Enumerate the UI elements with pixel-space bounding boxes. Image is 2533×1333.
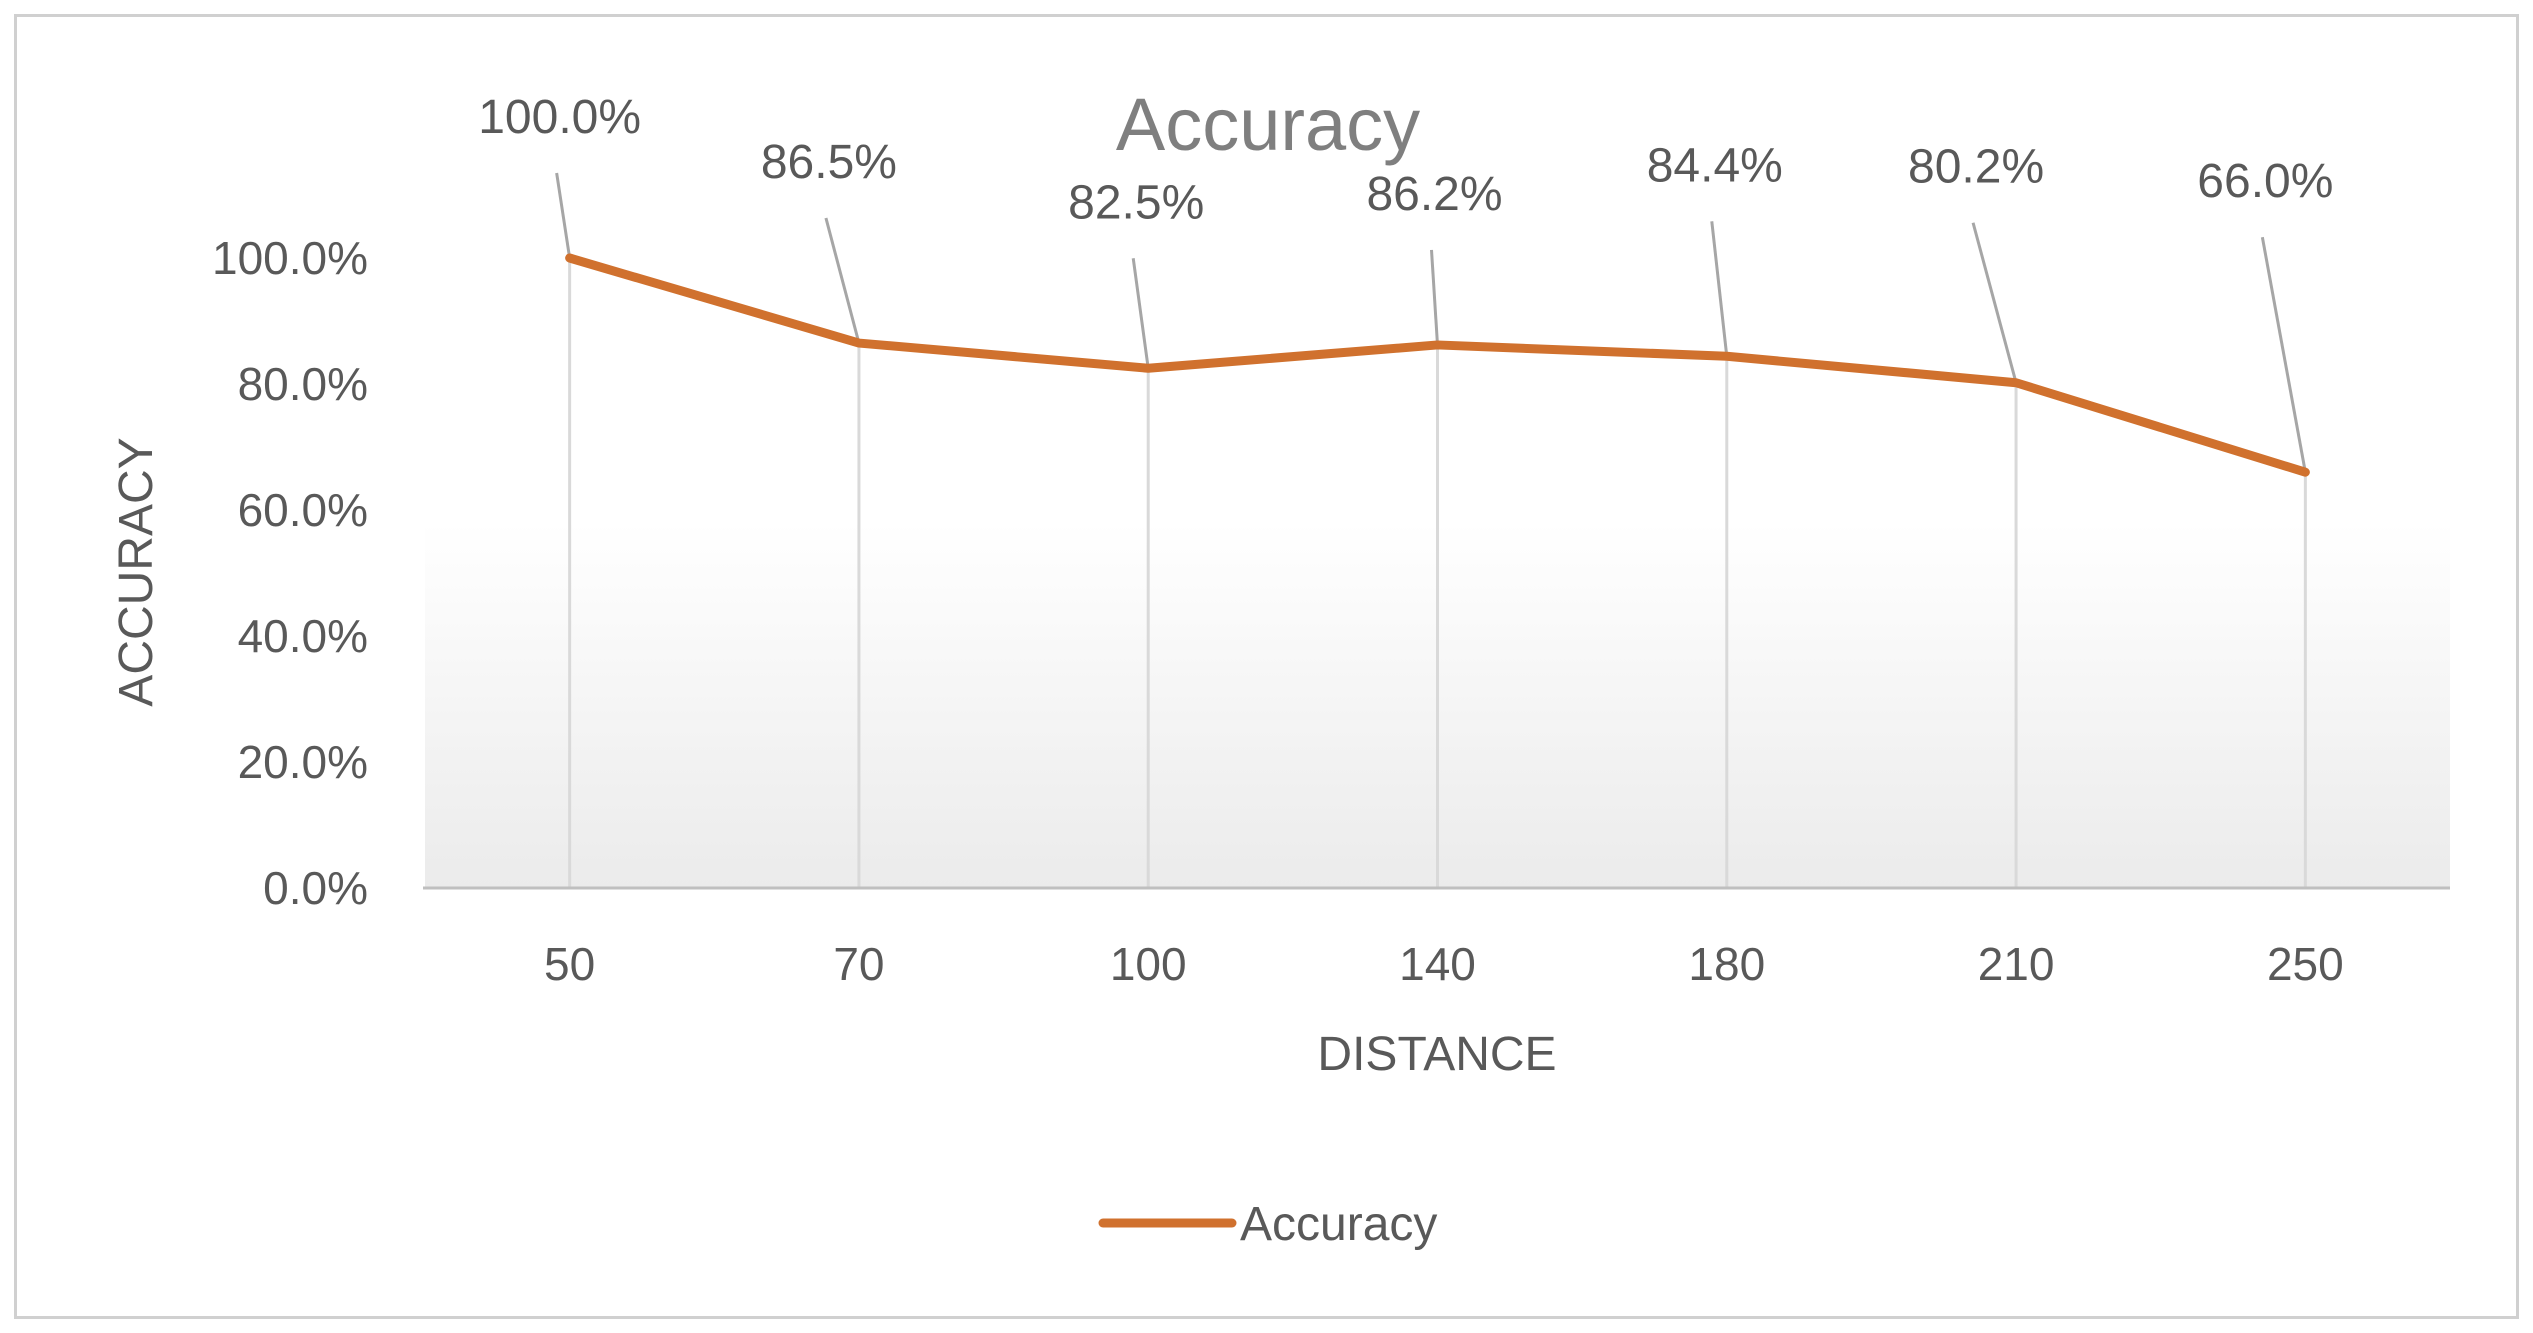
data-labels: 100.0% 86.5% 82.5% 86.2% 84.4% 80.2% 66.0% [478, 91, 2333, 229]
y-tick-label: 60.0% [238, 484, 368, 536]
legend: Accuracy [1098, 1198, 1437, 1251]
leader-line [1131, 258, 1150, 369]
x-axis-title: DISTANCE [1317, 1028, 1556, 1081]
leader-line [824, 217, 861, 344]
x-tick-label: 250 [2267, 938, 2344, 990]
leader-line [1710, 221, 1729, 357]
leader-line [1971, 222, 2018, 384]
leader-line [555, 172, 572, 259]
y-axis-ticks: 0.0% 20.0% 40.0% 60.0% 80.0% 100.0% [212, 232, 368, 914]
series-line-accuracy [565, 253, 2310, 477]
leader-line [1430, 249, 1439, 346]
y-axis-title: ACCURACY [110, 437, 163, 706]
data-label: 82.5% [1068, 176, 1204, 229]
y-tick-label: 40.0% [238, 610, 368, 662]
x-tick-label: 70 [833, 938, 884, 990]
chart-title: Accuracy [1116, 83, 1420, 166]
y-tick-label: 80.0% [238, 358, 368, 410]
data-label: 80.2% [1908, 141, 2044, 194]
y-tick-label: 0.0% [263, 862, 368, 914]
data-label: 100.0% [478, 91, 641, 144]
x-axis-ticks: 50 70 100 140 180 210 250 [544, 938, 2344, 990]
grid-lines [568, 258, 2307, 888]
x-tick-label: 50 [544, 938, 595, 990]
data-label: 66.0% [2197, 155, 2333, 208]
y-tick-label: 20.0% [238, 736, 368, 788]
legend-label-accuracy: Accuracy [1240, 1198, 1437, 1251]
data-label: 84.4% [1647, 139, 1783, 192]
data-label: 86.2% [1366, 168, 1502, 221]
data-label: 86.5% [761, 136, 897, 189]
x-tick-label: 140 [1399, 938, 1476, 990]
x-tick-label: 180 [1688, 938, 1765, 990]
leader-line [2260, 236, 2307, 473]
y-tick-label: 100.0% [212, 232, 368, 284]
x-tick-label: 210 [1978, 938, 2055, 990]
x-tick-label: 100 [1110, 938, 1187, 990]
leader-lines [555, 172, 2307, 473]
